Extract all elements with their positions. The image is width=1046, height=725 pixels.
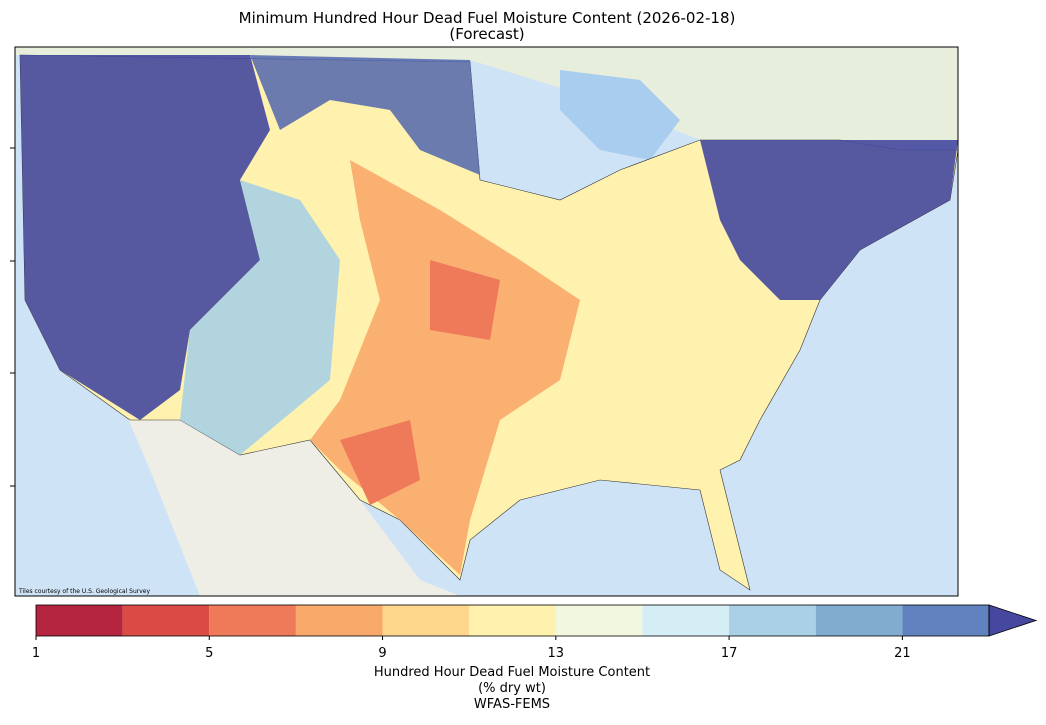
color-bin [469,605,556,636]
color-bin [815,605,903,636]
color-bin [382,605,470,636]
colorbar: 1 5 9 13 17 21 Hundred Hour Dead Fuel Moisture… [32,604,1038,712]
map-frame [14,46,959,597]
color-bin [729,605,816,636]
southwest [180,180,340,455]
extend-arrow [988,604,1038,637]
mexico [120,400,460,596]
west-moist [20,55,270,420]
driest [340,260,500,505]
tick-label: 9 [378,646,386,661]
colorbar-label: WFAS-FEMS [474,697,550,712]
color-bin [902,605,989,636]
subtitle: (Forecast) [449,25,524,43]
attribution: Tiles courtesy of the U.S. Geological Su… [18,588,150,595]
tick-label: 17 [721,646,738,661]
title: Minimum Hundred Hour Dead Fuel Moisture … [239,9,736,27]
color-bin [36,605,123,636]
tick-label: 5 [205,646,213,661]
color-bin [295,605,383,636]
map: Tiles courtesy of the U.S. Geological Su… [10,46,959,597]
colorbar-label: Hundred Hour Dead Fuel Moisture Content [374,665,650,680]
color-bin [209,605,296,636]
color-bin [642,605,730,636]
color-bin [122,605,210,636]
tick-label: 21 [894,646,911,661]
tick-label: 1 [32,646,40,661]
northeast-moist [700,140,958,300]
tick-label: 13 [548,646,565,661]
colorbar-label: (% dry wt) [478,681,546,696]
colorbar-frame [35,604,990,637]
color-bin [555,605,643,636]
north-moist [250,55,480,175]
great-lakes [560,70,680,160]
canada [15,47,958,150]
